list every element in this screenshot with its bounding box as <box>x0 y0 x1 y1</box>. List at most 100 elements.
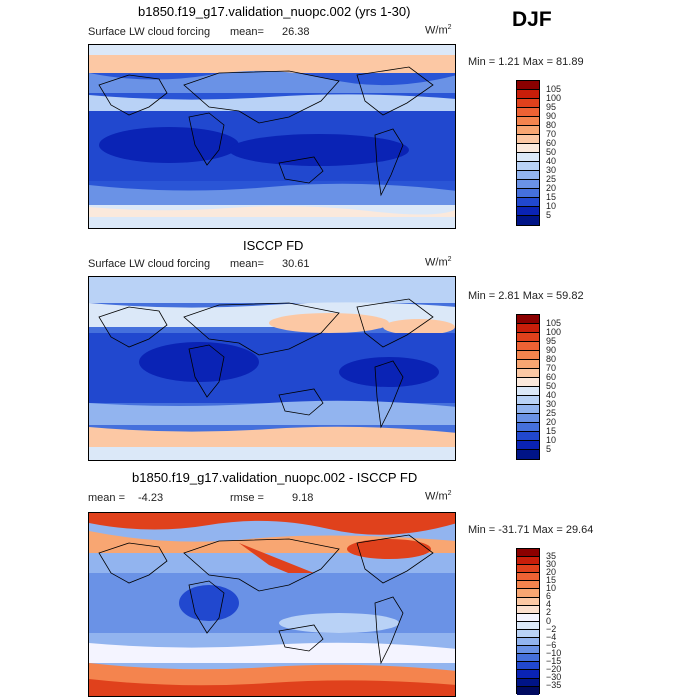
panel2-cbar-tick: 80 <box>546 354 557 364</box>
panel1-cbar-swatch <box>517 81 539 90</box>
panel3-cbar-swatch <box>517 686 539 695</box>
panel3-cbar-swatch <box>517 573 539 582</box>
panel2-cbar-tick: 50 <box>546 381 557 391</box>
panel1-cbar-swatch <box>517 108 539 117</box>
panel3-title: b1850.f19_g17.validation_nuopc.002 - ISC… <box>132 470 418 485</box>
panel1-cbar-tick: 40 <box>546 156 557 166</box>
panel3-units: W/m2 <box>425 490 452 503</box>
panel2-cbar-tick: 70 <box>546 363 557 373</box>
panel3-cbar-swatch <box>517 654 539 663</box>
panel2-map <box>88 276 456 461</box>
panel3-cbar-tick: 20 <box>546 567 557 577</box>
panel2-coastlines <box>98 298 434 429</box>
panel1-cbar-tick: 20 <box>546 183 557 193</box>
panel3-cbar-tick: 15 <box>546 575 557 585</box>
panel2-cbar-swatch <box>517 351 539 360</box>
panel2-cbar-tick: 15 <box>546 426 557 436</box>
panel3-cbar-swatch <box>517 621 539 630</box>
panel1-cbar-tick: 50 <box>546 147 557 157</box>
panel1-cbar-tick: 70 <box>546 129 557 139</box>
panel2-cbar-tick: 105 <box>546 318 562 328</box>
panel1-variable: Surface LW cloud forcing <box>88 26 211 38</box>
panel1-mean-label: mean= <box>230 26 264 38</box>
panel1-cbar-swatch <box>517 180 539 189</box>
panel1-cbar-tick: 10 <box>546 201 557 211</box>
panel1-units: W/m2 <box>425 24 452 37</box>
panel2-units: W/m2 <box>425 256 452 269</box>
panel3-cbar-tick: 2 <box>546 607 552 617</box>
panel3-cbar-swatch <box>517 678 539 687</box>
panel3-cbar-swatch <box>517 565 539 574</box>
panel2-cbar-swatch <box>517 387 539 396</box>
panel2-cbar-swatch <box>517 324 539 333</box>
panel1-cbar-swatch <box>517 90 539 99</box>
panel1-cbar-swatch <box>517 207 539 216</box>
panel3-cbar-tick: −15 <box>546 656 562 666</box>
panel2-mean-label: mean= <box>230 258 264 270</box>
panel2-cbar-swatch <box>517 432 539 441</box>
panel2-cbar-tick: 25 <box>546 408 557 418</box>
panel1-map-field <box>89 45 455 228</box>
panel1-title: b1850.f19_g17.validation_nuopc.002 (yrs … <box>138 4 411 19</box>
panel2-cbar-swatch <box>517 360 539 369</box>
panel3-map-field <box>89 513 455 696</box>
panel3-rmse-value: 9.18 <box>292 492 314 504</box>
panel3-cbar-swatch <box>517 662 539 671</box>
panel2-cbar-swatch <box>517 423 539 432</box>
panel3-mean-label: mean = <box>88 492 125 504</box>
panel2-cbar-tick: 90 <box>546 345 557 355</box>
panel1-cbar-swatch <box>517 99 539 108</box>
panel3-cbar-tick: −20 <box>546 664 562 674</box>
panel3-cbar-swatch <box>517 581 539 590</box>
panel2-cbar-swatch <box>517 342 539 351</box>
panel3-mean-value: -4.23 <box>138 492 164 504</box>
panel1-cbar-tick: 25 <box>546 174 557 184</box>
panel1-cbar-swatch <box>517 162 539 171</box>
panel3-cbar-swatch <box>517 670 539 679</box>
panel3-cbar-tick: 35 <box>546 551 557 561</box>
panel3-cbar-tick: 10 <box>546 583 557 593</box>
panel1-map <box>88 44 456 229</box>
panel1-cbar-swatch <box>517 144 539 153</box>
panel1-cbar-tick: 15 <box>546 192 557 202</box>
panel1-cbar-swatch <box>517 171 539 180</box>
panel1-cbar-swatch <box>517 216 539 225</box>
panel2-cbar-tick: 10 <box>546 435 557 445</box>
panel3-coastlines <box>98 534 434 665</box>
panel1-cbar-tick: 105 <box>546 84 562 94</box>
panel1-colorbar <box>516 80 540 226</box>
panel2-cbar-swatch <box>517 396 539 405</box>
panel1-cbar-tick: 95 <box>546 102 557 112</box>
panel3-cbar-swatch <box>517 646 539 655</box>
panel2-cbar-swatch <box>517 414 539 423</box>
panel1-cbar-swatch <box>517 189 539 198</box>
panel2-cbar-tick: 20 <box>546 417 557 427</box>
panel1-cbar-swatch <box>517 135 539 144</box>
panel2-colorbar <box>516 314 540 460</box>
panel1-cbar-tick: 90 <box>546 111 557 121</box>
panel3-cbar-tick: 0 <box>546 616 552 626</box>
panel3-colorbar <box>516 548 540 695</box>
panel3-cbar-tick: −30 <box>546 672 562 682</box>
panel1-cbar-tick: 5 <box>546 210 552 220</box>
panel2-cbar-swatch <box>517 441 539 450</box>
panel3-cbar-swatch <box>517 638 539 647</box>
panel3-range: Min = -31.71 Max = 29.64 <box>468 524 594 536</box>
panel2-cbar-swatch <box>517 378 539 387</box>
panel1-cbar-tick: 30 <box>546 165 557 175</box>
panel1-range: Min = 1.21 Max = 81.89 <box>468 56 584 68</box>
panel1-cbar-swatch <box>517 117 539 126</box>
panel2-variable: Surface LW cloud forcing <box>88 258 211 270</box>
panel3-cbar-tick: −2 <box>546 624 557 634</box>
panel3-cbar-swatch <box>517 629 539 639</box>
panel2-mean-value: 30.61 <box>282 258 310 270</box>
panel3-cbar-tick: 4 <box>546 599 552 609</box>
panel1-mean-value: 26.38 <box>282 26 310 38</box>
panel2-cbar-swatch <box>517 333 539 342</box>
panel3-cbar-tick: 6 <box>546 591 552 601</box>
panel1-cbar-tick: 80 <box>546 120 557 130</box>
panel3-cbar-swatch <box>517 589 539 598</box>
panel2-title: ISCCP FD <box>243 238 304 253</box>
panel1-cbar-tick: 60 <box>546 138 557 148</box>
panel2-cbar-tick: 60 <box>546 372 557 382</box>
